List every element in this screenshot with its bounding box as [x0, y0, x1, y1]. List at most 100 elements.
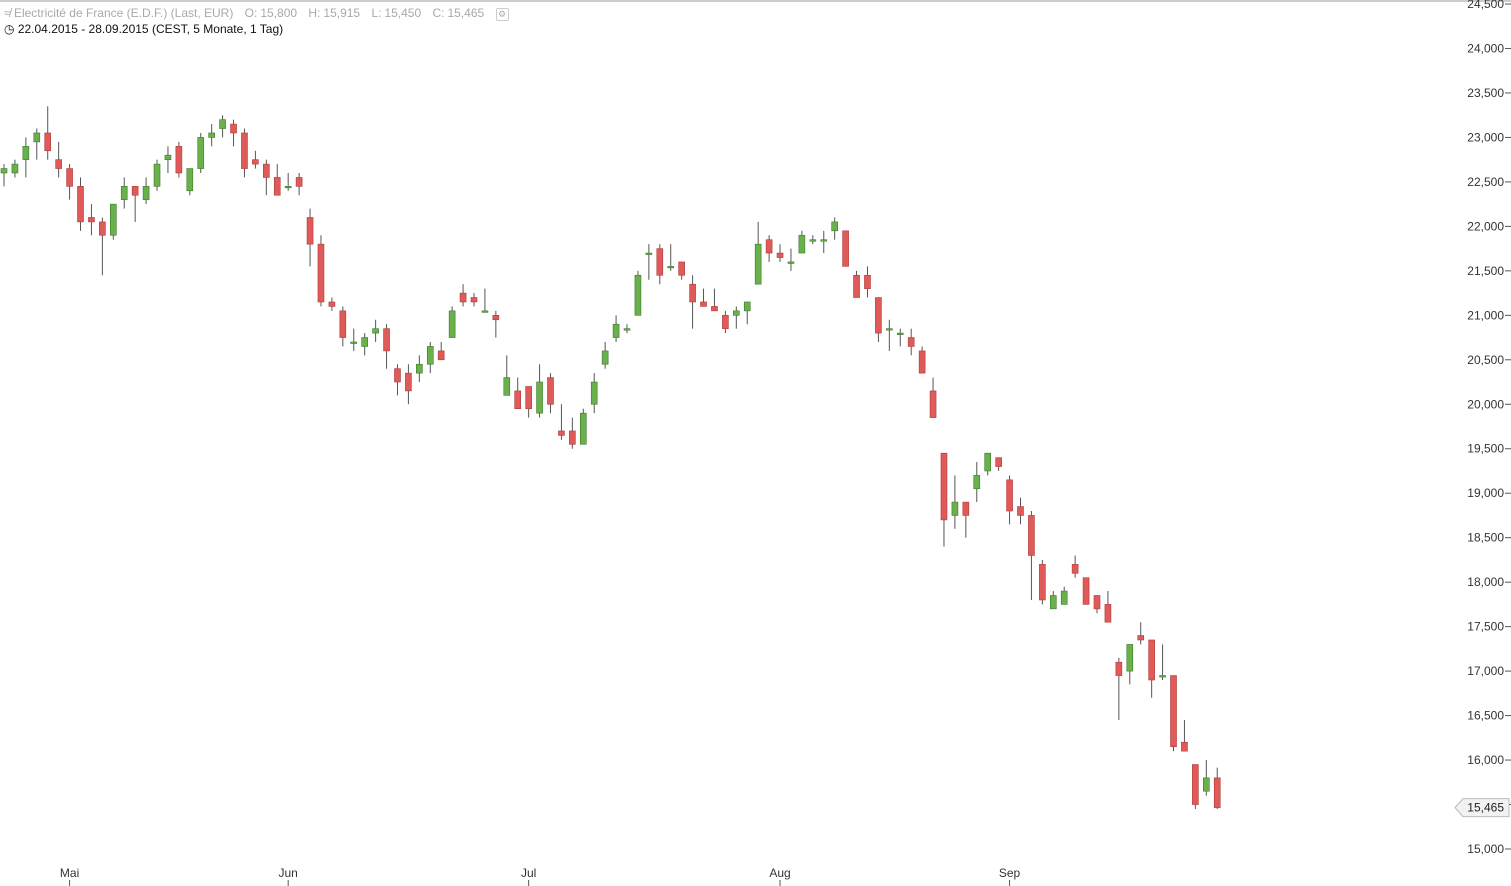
candle[interactable] [754, 221, 762, 285]
candle[interactable] [951, 475, 959, 529]
candle[interactable] [820, 230, 828, 254]
candle[interactable] [875, 297, 882, 342]
candle[interactable] [569, 417, 576, 449]
candle[interactable] [273, 164, 281, 196]
candle[interactable] [1126, 644, 1134, 685]
candle[interactable] [722, 310, 729, 334]
candle[interactable] [896, 328, 904, 347]
candle[interactable] [361, 333, 368, 356]
candle[interactable] [317, 235, 325, 307]
candle[interactable] [547, 373, 554, 414]
candle[interactable] [448, 306, 456, 338]
candle[interactable] [1006, 475, 1013, 525]
gear-icon[interactable]: ⚙ [495, 8, 509, 21]
candle[interactable] [339, 306, 347, 347]
candle[interactable] [55, 141, 62, 178]
candle[interactable] [44, 106, 52, 160]
candle[interactable] [164, 146, 172, 173]
candle[interactable] [77, 177, 84, 231]
candle[interactable] [733, 306, 740, 329]
candle[interactable] [1039, 559, 1046, 605]
candle[interactable] [153, 159, 161, 191]
candle[interactable] [929, 377, 937, 418]
candle[interactable] [142, 177, 150, 205]
candle[interactable] [601, 342, 609, 369]
candle[interactable] [1049, 591, 1057, 610]
candle[interactable] [383, 324, 390, 369]
candle[interactable] [918, 346, 926, 374]
candle[interactable] [88, 204, 95, 236]
candle[interactable] [765, 235, 773, 262]
candle[interactable] [470, 293, 478, 307]
candle[interactable] [1213, 767, 1221, 809]
candle[interactable] [831, 217, 838, 240]
candle[interactable] [219, 115, 226, 138]
candle[interactable] [1060, 586, 1068, 605]
candle[interactable] [197, 132, 205, 173]
candle[interactable] [842, 230, 849, 267]
candle[interactable] [1159, 644, 1166, 680]
candle[interactable] [514, 377, 522, 410]
candle[interactable] [776, 244, 784, 262]
candle[interactable] [678, 261, 685, 280]
candle[interactable] [995, 457, 1002, 471]
candle[interactable] [131, 186, 139, 222]
candle[interactable] [175, 141, 183, 178]
candle[interactable] [1017, 497, 1024, 525]
candle[interactable] [426, 342, 434, 374]
candle[interactable] [0, 164, 8, 187]
candle[interactable] [1192, 764, 1199, 809]
candle[interactable] [99, 217, 106, 276]
candle[interactable] [416, 355, 423, 383]
candle[interactable] [120, 177, 128, 209]
candle[interactable] [394, 364, 401, 396]
candle[interactable] [809, 235, 817, 245]
candle[interactable] [492, 310, 500, 338]
candle[interactable] [667, 244, 675, 271]
candle[interactable] [186, 168, 194, 196]
candle[interactable] [230, 119, 237, 147]
candle[interactable] [973, 462, 981, 503]
candle[interactable] [208, 124, 215, 147]
candle[interactable] [798, 230, 806, 254]
candle[interactable] [372, 319, 379, 342]
candle[interactable] [787, 248, 795, 271]
candle[interactable] [1093, 595, 1101, 614]
candle[interactable] [1170, 675, 1177, 752]
candle[interactable] [1181, 720, 1188, 752]
candle[interactable] [437, 342, 445, 361]
candle[interactable] [263, 159, 270, 196]
candle[interactable] [405, 364, 412, 405]
candle[interactable] [295, 173, 303, 196]
candle[interactable] [590, 373, 598, 414]
candle[interactable] [525, 386, 532, 418]
candle[interactable] [743, 301, 751, 325]
candle[interactable] [1028, 511, 1035, 600]
candle[interactable] [1115, 657, 1123, 721]
candle[interactable] [623, 324, 631, 334]
candle[interactable] [579, 408, 587, 445]
candle[interactable] [306, 208, 314, 267]
candle[interactable] [11, 159, 19, 178]
candle[interactable] [656, 244, 664, 285]
candle[interactable] [612, 315, 620, 342]
candle[interactable] [1071, 555, 1079, 578]
candle[interactable] [886, 319, 893, 351]
candle[interactable] [940, 452, 948, 547]
candle[interactable] [689, 275, 696, 329]
candle[interactable] [481, 288, 489, 313]
candle[interactable] [284, 173, 292, 191]
candle[interactable] [66, 164, 73, 200]
candle[interactable] [907, 328, 915, 356]
candle[interactable] [459, 284, 467, 307]
candle[interactable] [645, 244, 653, 280]
candle[interactable] [962, 501, 970, 538]
candle[interactable] [1148, 639, 1155, 698]
candle[interactable] [1082, 577, 1090, 605]
candle[interactable] [536, 364, 543, 418]
candle[interactable] [503, 355, 511, 396]
candle[interactable] [241, 128, 248, 178]
candle[interactable] [711, 288, 718, 312]
candle[interactable] [558, 404, 565, 440]
